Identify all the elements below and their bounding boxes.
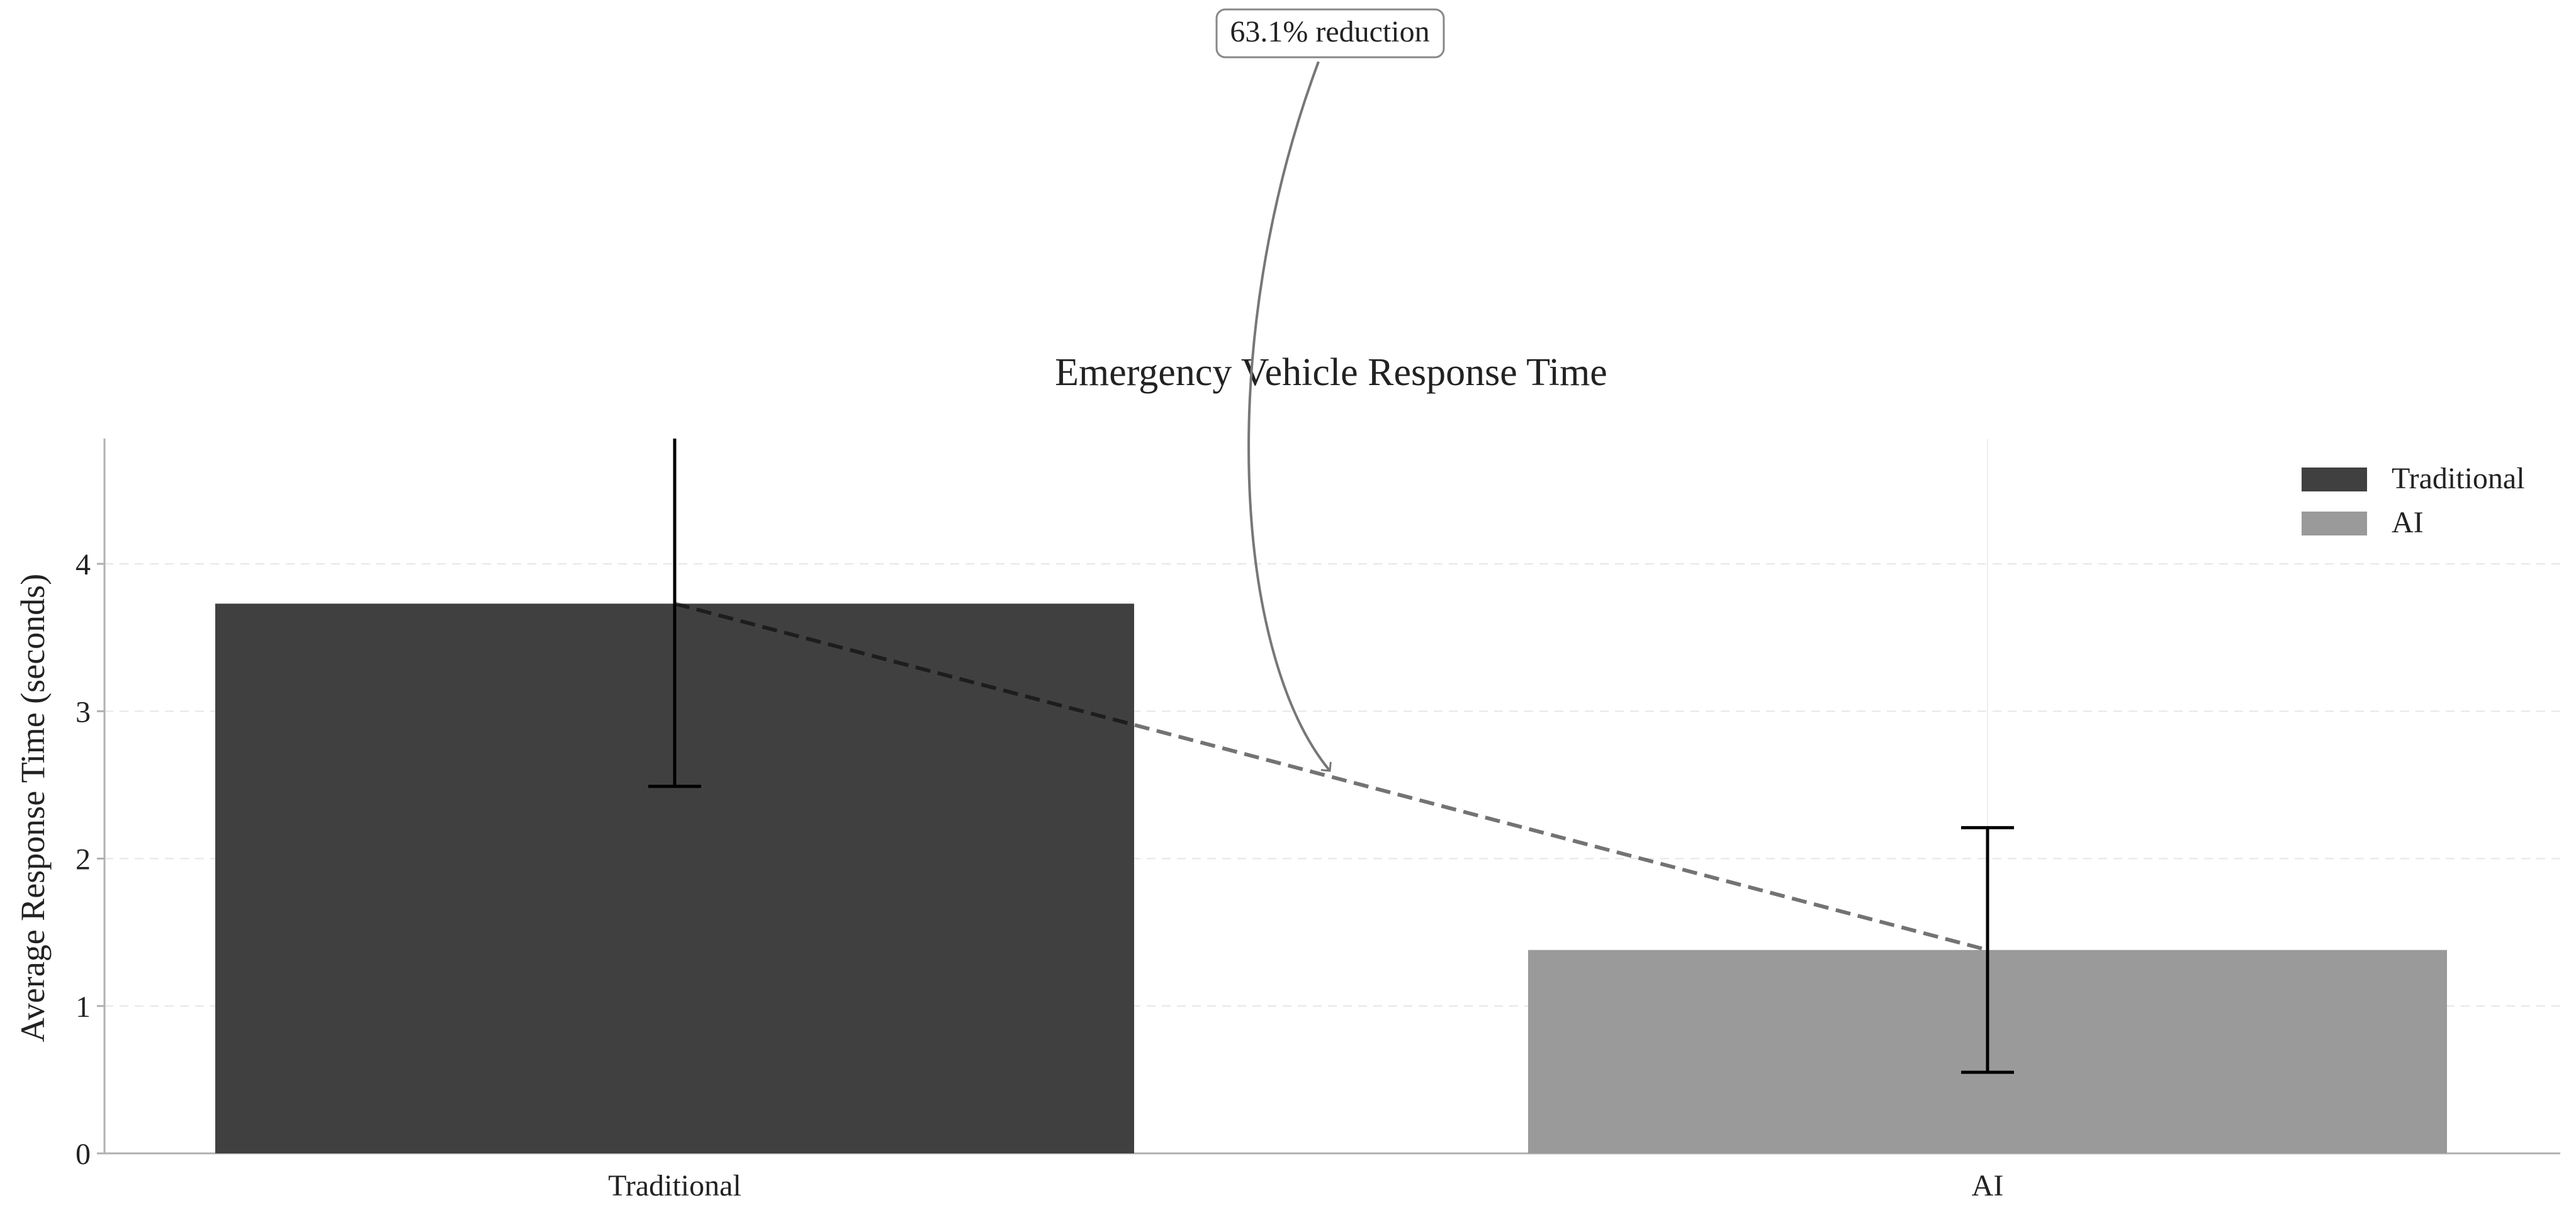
error-bars bbox=[648, 439, 2014, 1074]
bars bbox=[215, 603, 2447, 1153]
x-tick-label-traditional: Traditional bbox=[608, 1169, 741, 1202]
error-bar-ai bbox=[1961, 826, 2014, 1074]
tick-labels: 0 1 2 3 4 Traditional AI bbox=[76, 548, 2003, 1202]
legend-label-ai: AI bbox=[2392, 506, 2424, 539]
y-tick-label-4: 4 bbox=[76, 548, 91, 581]
y-tick-label-2: 2 bbox=[76, 843, 91, 877]
legend-swatch-traditional bbox=[2302, 468, 2367, 491]
error-bar-traditional bbox=[648, 439, 701, 788]
y-tick-label-3: 3 bbox=[76, 695, 91, 729]
legend: Traditional AI bbox=[2302, 462, 2525, 539]
y-axis-label: Average Response Time (seconds) bbox=[14, 574, 52, 1042]
x-tick-label-ai: AI bbox=[1972, 1169, 2004, 1202]
chart-title: Emergency Vehicle Response Time bbox=[1055, 351, 1607, 394]
legend-label-traditional: Traditional bbox=[2392, 462, 2525, 495]
annotation: 63.1% reduction bbox=[1215, 8, 1445, 772]
y-tick-label-1: 1 bbox=[76, 990, 91, 1024]
annotation-arrow bbox=[1247, 61, 1332, 772]
legend-swatch-ai bbox=[2302, 512, 2367, 535]
annotation-text: 63.1% reduction bbox=[1230, 15, 1429, 48]
y-tick-label-0: 0 bbox=[76, 1138, 91, 1171]
annotation-box bbox=[1215, 8, 1445, 59]
